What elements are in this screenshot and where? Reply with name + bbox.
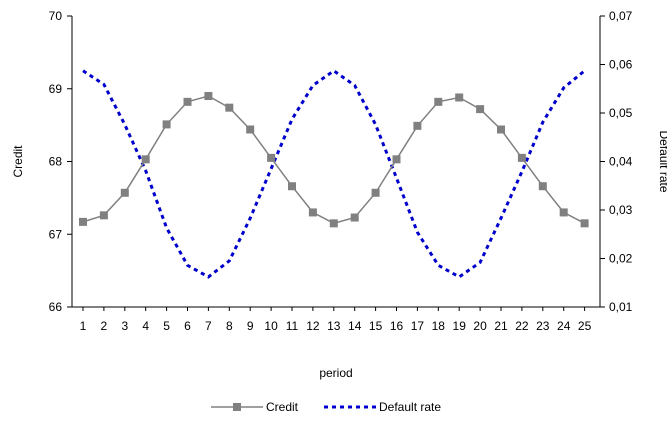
credit-point-marker (329, 219, 338, 228)
y-tick-label: 66 (49, 300, 63, 314)
y-tick-label: 69 (49, 82, 63, 96)
x-tick-label: 12 (306, 319, 320, 333)
x-axis-ticks: 1 2 3 4 5 6 7 8 9 10 11 12 13 14 15 16 17 18 19 20 21 22 23 24 2… (80, 307, 592, 333)
legend-credit-swatch-marker (233, 403, 241, 411)
x-tick-label: 4 (142, 319, 149, 333)
y2-tick-label: 0,07 (609, 9, 633, 23)
y2-tick-label: 0,01 (609, 300, 633, 314)
y2-tick-label: 0,04 (609, 155, 633, 169)
x-axis-label: period (319, 366, 352, 380)
credit-point-marker (162, 120, 171, 129)
x-tick-label: 9 (247, 319, 254, 333)
legend-credit-label: Credit (266, 400, 299, 414)
x-tick-label: 6 (184, 319, 191, 333)
x-tick-label: 19 (453, 319, 467, 333)
credit-point-marker (246, 125, 255, 134)
legend-item-credit: Credit (211, 400, 299, 414)
x-tick-label: 3 (121, 319, 128, 333)
credit-point-marker (204, 92, 213, 101)
credit-point-marker (434, 97, 443, 106)
credit-point-marker (308, 208, 317, 217)
credit-point-marker (517, 153, 526, 162)
x-tick-label: 18 (432, 319, 446, 333)
credit-point-marker (120, 188, 129, 197)
x-tick-label: 5 (163, 319, 170, 333)
credit-point-marker (455, 93, 464, 102)
credit-point-marker (559, 208, 568, 217)
x-tick-label: 13 (327, 319, 341, 333)
credit-point-marker (371, 188, 380, 197)
x-tick-label: 17 (411, 319, 425, 333)
y-tick-label: 67 (49, 227, 63, 241)
credit-point-marker (288, 182, 296, 191)
x-tick-label: 22 (515, 319, 529, 333)
credit-point-marker (392, 155, 401, 164)
credit-point-marker (225, 103, 234, 112)
y2-tick-label: 0,03 (609, 203, 633, 217)
x-tick-label: 10 (264, 319, 278, 333)
right-axis-ticks: 0,01 0,02 0,03 0,04 0,05 0,06 0,07 (600, 9, 633, 314)
legend-default-rate-label: Default rate (379, 400, 441, 414)
y-axis-label: Credit (11, 145, 25, 178)
y2-tick-label: 0,02 (609, 252, 633, 266)
x-tick-label: 23 (536, 319, 550, 333)
legend: Credit Default rate (211, 400, 441, 414)
y2-tick-label: 0,06 (609, 58, 633, 72)
y-tick-label: 70 (49, 9, 63, 23)
x-tick-label: 24 (557, 319, 571, 333)
credit-point-marker (580, 219, 589, 228)
credit-point-marker (538, 182, 547, 191)
x-tick-label: 8 (226, 319, 233, 333)
x-tick-label: 16 (390, 319, 404, 333)
credit-point-marker (141, 155, 150, 164)
credit-point-marker (413, 121, 422, 130)
series-line-default-rate (82, 68, 586, 279)
x-tick-label: 14 (348, 319, 362, 333)
credit-point-marker (99, 211, 108, 220)
y-tick-label: 68 (49, 155, 63, 169)
x-tick-label: 11 (286, 319, 299, 333)
series-layer (79, 68, 589, 279)
x-tick-label: 1 (80, 319, 87, 333)
y2-tick-label: 0,05 (609, 106, 633, 120)
x-tick-label: 15 (369, 319, 383, 333)
credit-point-marker (267, 153, 276, 162)
x-tick-label: 21 (494, 319, 508, 333)
x-tick-label: 7 (205, 319, 212, 333)
credit-point-marker (79, 217, 87, 226)
credit-point-marker (183, 97, 192, 106)
x-tick-label: 25 (578, 319, 592, 333)
y2-axis-label: Default rate (657, 130, 667, 192)
x-tick-label: 20 (473, 319, 487, 333)
left-axis-ticks: 66 67 68 69 70 (49, 9, 72, 314)
credit-point-marker (476, 105, 485, 114)
x-tick-label: 2 (101, 319, 108, 333)
credit-point-marker (350, 213, 359, 222)
legend-item-default-rate: Default rate (324, 400, 441, 414)
credit-point-marker (497, 125, 505, 134)
series-line-credit (82, 95, 585, 225)
